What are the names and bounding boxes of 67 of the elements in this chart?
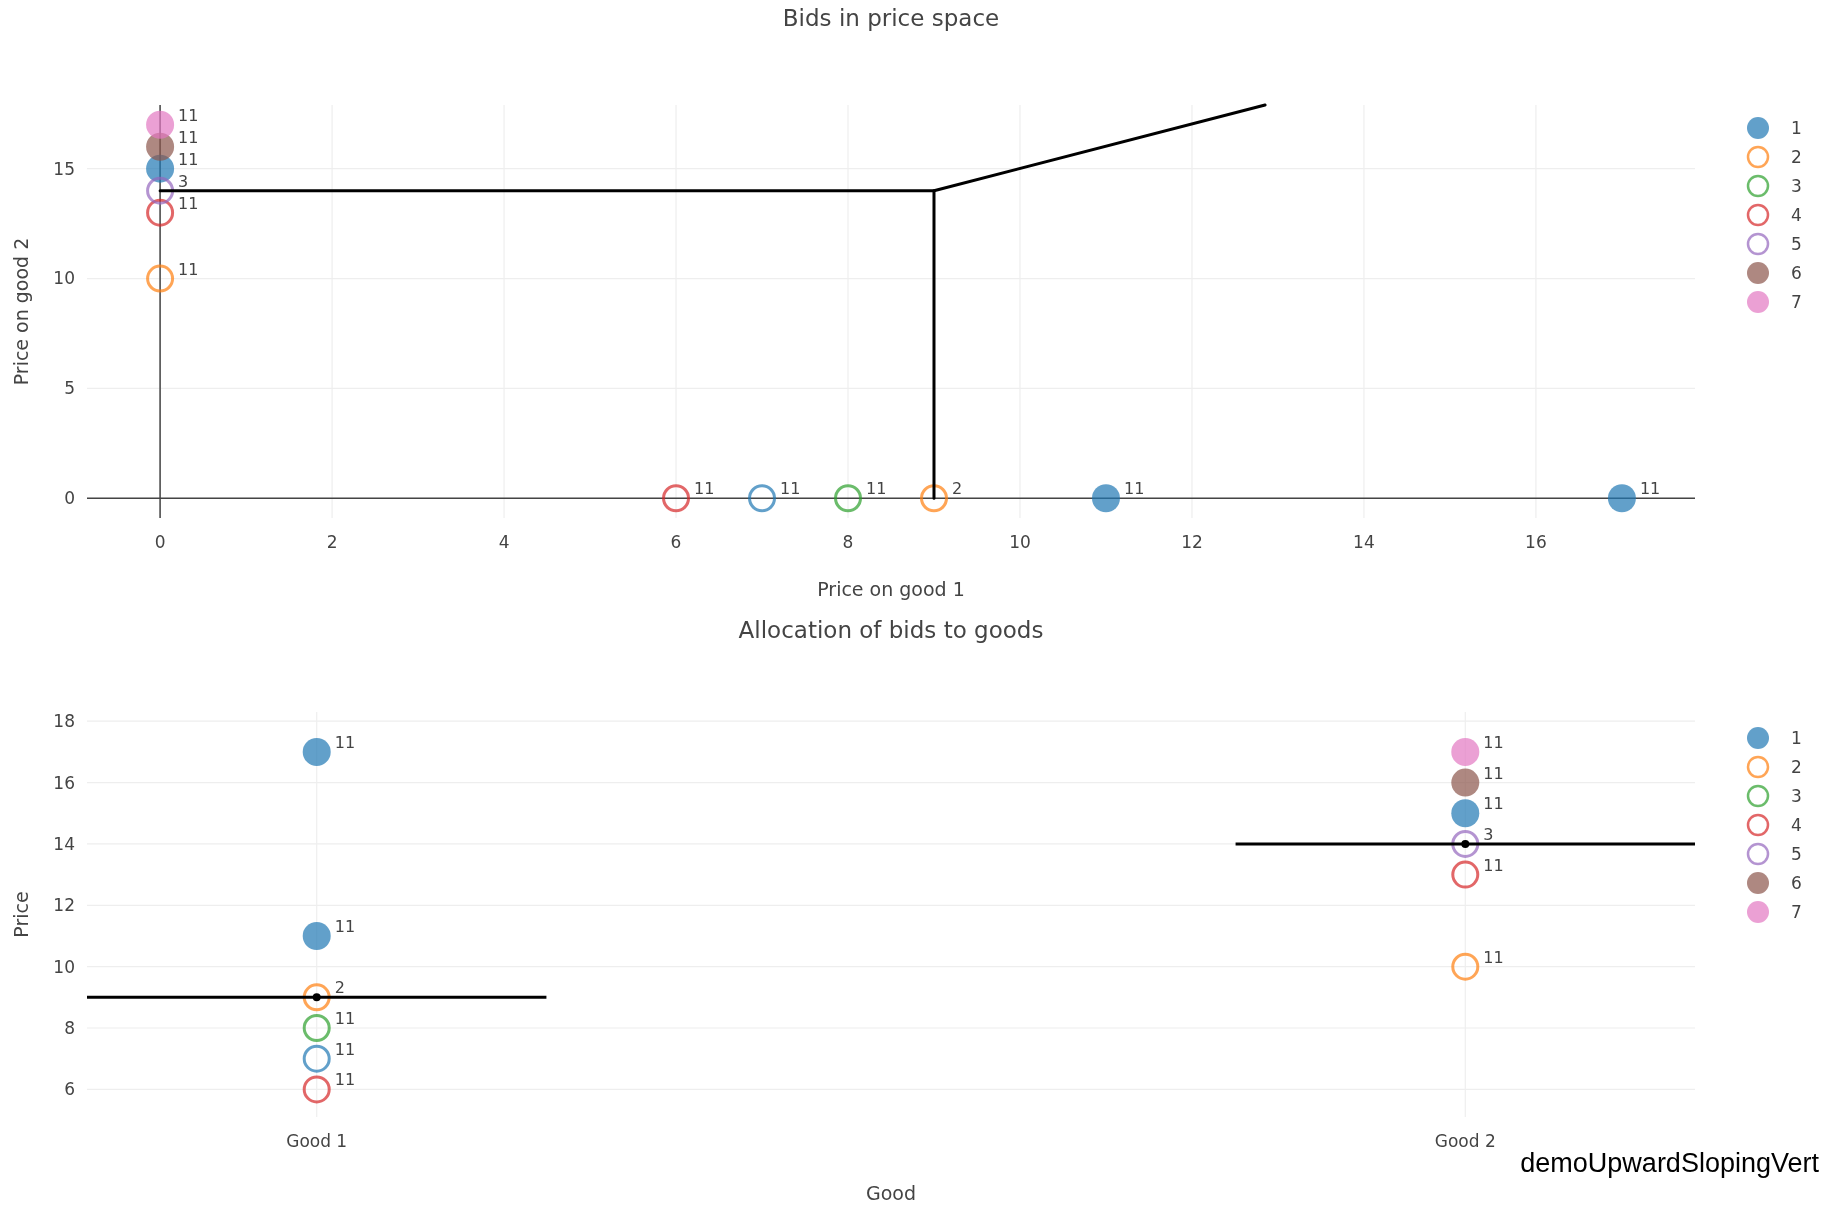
x-tick-label: 16 xyxy=(1525,532,1547,552)
annotation: 11 xyxy=(1483,947,1504,967)
y-tick-label: 6 xyxy=(64,1079,75,1100)
annotation: 11 xyxy=(1483,794,1504,814)
legend-label: 6 xyxy=(1791,872,1802,893)
y-tick-label: 0 xyxy=(64,488,75,509)
annotation: 11 xyxy=(334,1009,356,1029)
legend-label: 1 xyxy=(1791,117,1802,138)
y-axis-title: Price xyxy=(10,891,32,938)
y-tick-label: 14 xyxy=(53,833,75,854)
x-tick-label: Good 2 xyxy=(1434,1131,1496,1151)
y-tick-label: 16 xyxy=(53,772,75,793)
annotation: 11 xyxy=(178,149,199,169)
annotation: 11 xyxy=(1483,732,1504,752)
y-tick-label: 10 xyxy=(53,956,75,977)
legend-label: 7 xyxy=(1791,901,1802,922)
x-tick-label: Good 1 xyxy=(286,1131,348,1151)
legend-label: 1 xyxy=(1791,727,1802,748)
annotation: 2 xyxy=(334,978,345,998)
annotation: 11 xyxy=(334,1070,356,1090)
chart-title: Bids in price space xyxy=(782,5,1000,31)
legend-label: 5 xyxy=(1791,843,1802,864)
annotation: 11 xyxy=(780,479,801,499)
legend-label: 2 xyxy=(1791,146,1802,167)
x-tick-label: 8 xyxy=(842,532,854,552)
annotation: 3 xyxy=(178,171,189,191)
x-tick-label: 12 xyxy=(1181,532,1203,552)
annotation: 11 xyxy=(178,259,199,279)
x-axis-title: Price on good 1 xyxy=(817,578,965,600)
x-tick-label: 14 xyxy=(1353,532,1375,552)
annotation: 11 xyxy=(334,916,356,936)
chart-title: Allocation of bids to goods xyxy=(738,617,1044,643)
x-tick-label: 6 xyxy=(670,532,682,552)
annotation: 3 xyxy=(1483,824,1494,844)
annotation: 11 xyxy=(1483,855,1504,875)
legend-label: 4 xyxy=(1791,204,1802,225)
legend-label: 2 xyxy=(1791,756,1802,777)
y-tick-label: 18 xyxy=(53,711,75,732)
x-axis-title: Good xyxy=(865,1182,917,1204)
text: demoUpwardSlopingVert xyxy=(1520,1148,1820,1178)
annotation: 11 xyxy=(1639,479,1661,499)
x-tick-label: 2 xyxy=(326,532,338,552)
x-tick-label: 4 xyxy=(498,532,510,552)
annotation: 11 xyxy=(866,479,887,499)
x-tick-label: 10 xyxy=(1009,532,1031,552)
annotation: 11 xyxy=(178,105,199,125)
y-tick-label: 12 xyxy=(53,895,75,916)
y-axis-title: Price on good 2 xyxy=(10,237,32,386)
annotation: 11 xyxy=(334,732,356,752)
annotation: 11 xyxy=(178,193,199,213)
annotation: 11 xyxy=(334,1039,356,1059)
annotation: 11 xyxy=(694,479,715,499)
x-tick-label: 0 xyxy=(154,532,166,552)
legend-label: 3 xyxy=(1791,785,1802,806)
annotation: 2 xyxy=(951,479,963,499)
annotation: 11 xyxy=(1123,479,1145,499)
legend-label: 4 xyxy=(1791,814,1802,835)
y-tick-label: 8 xyxy=(64,1017,75,1038)
annotation: 11 xyxy=(1483,763,1504,783)
legend-label: 5 xyxy=(1791,233,1802,254)
annotation: 11 xyxy=(178,127,199,147)
y-tick-label: 10 xyxy=(53,268,75,289)
y-tick-label: 5 xyxy=(64,378,75,399)
legend-label: 3 xyxy=(1791,175,1802,196)
y-tick-label: 15 xyxy=(53,158,75,179)
legend-label: 6 xyxy=(1791,262,1802,283)
legend-label: 7 xyxy=(1791,291,1802,312)
